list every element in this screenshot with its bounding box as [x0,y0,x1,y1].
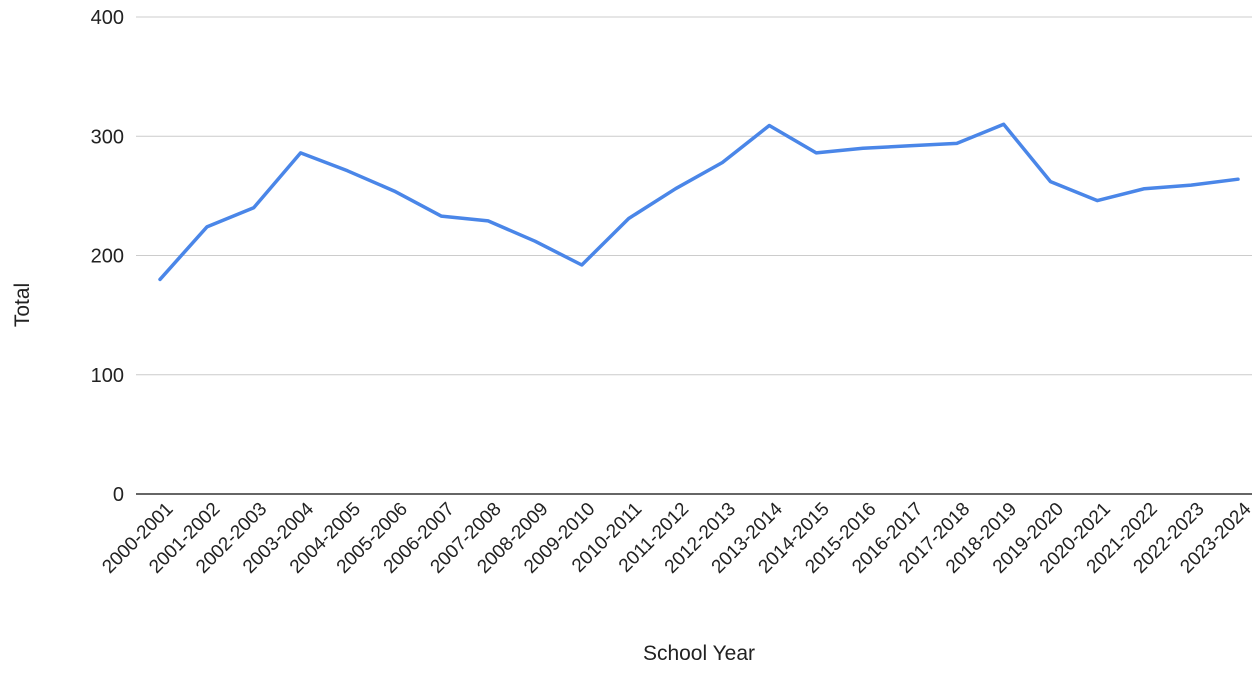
y-axis-ticks: 0 100 200 300 400 [91,7,124,506]
x-axis-ticks: 2000-20012001-20022002-20032003-20042004… [98,498,1255,577]
data-point [955,141,959,145]
data-point [861,146,865,150]
data-point [1095,199,1099,203]
data-point [720,160,724,164]
data-point [252,206,256,210]
data-point [158,277,162,281]
data-point [908,144,912,148]
data-point [299,151,303,155]
gridlines [136,16,1252,495]
data-point [1002,122,1006,126]
data-point [1236,177,1240,181]
data-point [1049,180,1053,184]
series-layer [158,122,1240,282]
data-point [486,219,490,223]
series-line [158,122,1240,282]
data-point [1189,183,1193,187]
data-point [392,189,396,193]
data-point [767,124,771,128]
y-tick-label: 400 [91,7,124,29]
y-tick-label: 0 [113,484,124,506]
data-point [814,151,818,155]
y-tick-label: 100 [91,365,124,387]
data-point [674,187,678,191]
data-point [580,263,584,267]
data-point [345,169,349,173]
data-point [533,239,537,243]
data-point [1142,187,1146,191]
data-point [205,225,209,229]
x-axis-title: School Year [643,642,755,665]
y-tick-label: 300 [91,126,124,148]
y-tick-label: 200 [91,246,124,268]
data-point [627,217,631,221]
y-axis-title: Total [11,283,34,327]
data-point [439,214,443,218]
